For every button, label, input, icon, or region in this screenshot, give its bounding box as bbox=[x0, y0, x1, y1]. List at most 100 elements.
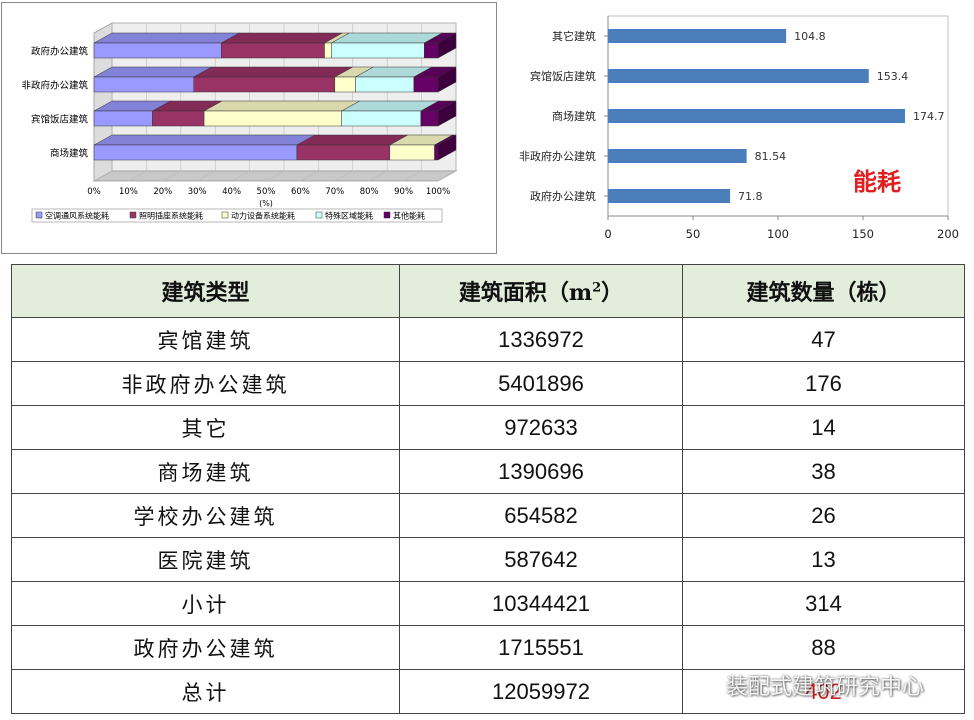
x-tick-label: 80% bbox=[360, 187, 379, 197]
table-cell-area: 1390696 bbox=[399, 449, 683, 494]
x-tick-label: 40% bbox=[222, 187, 241, 197]
legend-swatch bbox=[35, 211, 43, 219]
bar-segment bbox=[93, 110, 153, 127]
table-cell-type: 学校办公建筑 bbox=[11, 493, 400, 538]
annotation-label: 能耗 bbox=[853, 168, 901, 196]
table-cell-area: 12059972 bbox=[399, 669, 683, 714]
data-label: 81.54 bbox=[755, 150, 787, 163]
bar-segment-side bbox=[437, 100, 457, 127]
column-header-area: 建筑面积（m2） bbox=[399, 264, 683, 318]
bar-segment bbox=[341, 110, 422, 127]
bar-segment bbox=[152, 110, 205, 127]
table-cell-count: 176 bbox=[682, 361, 965, 406]
data-label: 71.8 bbox=[738, 190, 763, 203]
table-cell-count: 26 bbox=[682, 493, 965, 538]
table-row: 其它 972633 14 bbox=[11, 405, 965, 450]
table-cell-count: 314 bbox=[682, 581, 965, 626]
bar-segment-top bbox=[330, 32, 444, 44]
data-label: 174.7 bbox=[913, 110, 945, 123]
table-cell-area: 1336972 bbox=[399, 317, 683, 362]
table-row: 小计 10344421 314 bbox=[11, 581, 965, 626]
legend-swatch bbox=[315, 211, 323, 219]
x-tick-label: 70% bbox=[325, 187, 344, 197]
gridline-floor bbox=[231, 170, 250, 182]
x-tick-label: 50 bbox=[686, 227, 701, 241]
bar-segment-top bbox=[203, 100, 361, 112]
table-row: 医院建筑 587642 13 bbox=[11, 537, 965, 582]
category-label: 其它建筑 bbox=[552, 29, 596, 43]
bar-segment bbox=[203, 110, 342, 127]
energy-consumption-chart: 其它建筑 104.8 宾馆饭店建筑 153.4 商场建筑 174.7 非政府办公建筑 81.5… bbox=[498, 8, 968, 252]
bar-segment bbox=[221, 42, 325, 59]
bar bbox=[608, 189, 731, 203]
x-tick-label: 100% bbox=[426, 187, 450, 197]
category-label: 商场建筑 bbox=[552, 109, 596, 123]
category-label: 非政府办公建筑 bbox=[21, 80, 88, 92]
bar-segment bbox=[193, 76, 336, 93]
x-tick-label: 30% bbox=[188, 187, 207, 197]
table-cell-type: 政府办公建筑 bbox=[11, 625, 400, 670]
category-label: 宾馆饭店建筑 bbox=[31, 114, 89, 126]
gridline-floor bbox=[300, 170, 319, 182]
table-cell-type: 医院建筑 bbox=[11, 537, 400, 582]
wechat-icon bbox=[690, 673, 719, 696]
category-label: 政府办公建筑 bbox=[31, 46, 89, 58]
building-stats-table: 建筑类型 建筑面积（m2） 建筑数量（栋） 宾馆建筑 1336972 47 非政府办公… bbox=[11, 264, 965, 714]
bar-segment-side bbox=[437, 66, 457, 93]
legend-swatch bbox=[383, 211, 391, 219]
table-row: 政府办公建筑 1715551 88 bbox=[11, 625, 965, 670]
category-label: 非政府办公建筑 bbox=[519, 149, 596, 163]
gridline-floor bbox=[437, 170, 457, 182]
table-row: 非政府办公建筑 5401896 176 bbox=[11, 361, 965, 406]
table-header-row: 建筑类型 建筑面积（m2） 建筑数量（栋） bbox=[11, 264, 965, 318]
table-cell-area: 972633 bbox=[399, 405, 683, 450]
table-cell-count: 402 bbox=[682, 669, 965, 714]
table-cell-count: 47 bbox=[682, 317, 965, 362]
table-row: 宾馆建筑 1336972 47 bbox=[11, 317, 965, 362]
table-cell-area: 587642 bbox=[399, 537, 683, 582]
gridline-floor bbox=[128, 170, 147, 182]
x-tick-label: 0 bbox=[604, 227, 611, 241]
x-axis-label: (%) bbox=[259, 199, 273, 208]
legend-label: 特殊区域能耗 bbox=[325, 211, 373, 221]
bar-segment bbox=[413, 76, 439, 93]
table-body: 宾馆建筑 1336972 47 非政府办公建筑 5401896 176 其它 972633 14… bbox=[11, 317, 965, 714]
bar-segment bbox=[355, 76, 415, 93]
x-tick-label: 20% bbox=[153, 187, 172, 197]
bar-segment bbox=[334, 76, 356, 93]
bar-segment bbox=[331, 42, 425, 59]
x-tick-label: 10% bbox=[119, 187, 138, 197]
bar-segment-top bbox=[295, 134, 409, 146]
legend-swatch bbox=[129, 211, 137, 219]
x-tick-label: 50% bbox=[257, 187, 276, 197]
table-row: 商场建筑 1390696 38 bbox=[11, 449, 965, 494]
gridline-floor bbox=[93, 170, 113, 182]
gridline-floor bbox=[265, 170, 285, 182]
gridline-floor bbox=[369, 170, 388, 182]
data-label: 153.4 bbox=[877, 70, 909, 83]
bar-segment bbox=[93, 76, 195, 93]
legend-swatch bbox=[221, 211, 229, 219]
column-header-type: 建筑类型 bbox=[11, 264, 400, 318]
legend-label: 动力设备系统能耗 bbox=[231, 211, 295, 221]
bar-segment bbox=[389, 144, 435, 161]
bar-segment bbox=[296, 144, 391, 161]
x-tick-label: 60% bbox=[291, 187, 310, 197]
bar-segment bbox=[93, 144, 298, 161]
table-row: 总计 12059972 402 bbox=[11, 669, 965, 714]
bar-segment-top bbox=[93, 66, 213, 78]
legend-label: 照明插座系统能耗 bbox=[139, 211, 203, 221]
bar bbox=[608, 109, 905, 123]
data-label: 104.8 bbox=[794, 30, 826, 43]
category-label: 政府办公建筑 bbox=[530, 189, 596, 203]
table-cell-type: 商场建筑 bbox=[11, 449, 400, 494]
bar-segment bbox=[434, 144, 439, 161]
x-tick-label: 150 bbox=[852, 227, 874, 241]
table-cell-count: 14 bbox=[682, 405, 965, 450]
column-header-count: 建筑数量（栋） bbox=[682, 264, 965, 318]
energy-consumption-chart-svg: 其它建筑 104.8 宾馆饭店建筑 153.4 商场建筑 174.7 非政府办公建筑 81.5… bbox=[519, 15, 959, 241]
category-label: 商场建筑 bbox=[50, 148, 89, 160]
bar-segment-top bbox=[93, 134, 316, 146]
table-cell-type: 其它 bbox=[11, 405, 400, 450]
